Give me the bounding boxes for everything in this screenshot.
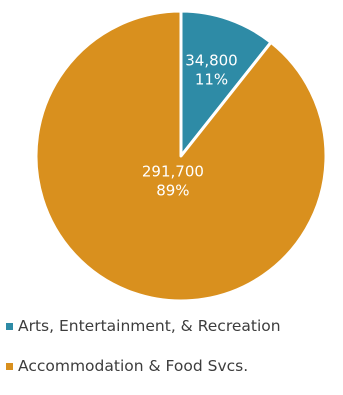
pie-slice-arts xyxy=(179,9,273,158)
slice-value-label-arts: 34,800 xyxy=(185,51,238,69)
pie-slice-accommodation xyxy=(34,9,328,300)
slice-percent-label-accommodation: 89% xyxy=(156,181,189,199)
slice-value-label-accommodation: 291,700 xyxy=(142,162,204,180)
legend-swatch-arts xyxy=(6,322,13,330)
legend-swatch-accommodation xyxy=(6,362,13,370)
legend-label-arts: Arts, Entertainment, & Recreation xyxy=(18,317,281,335)
slice-percent-label-arts: 11% xyxy=(195,70,228,88)
legend-item-arts: Arts, Entertainment, & Recreation xyxy=(6,315,343,337)
legend-item-accommodation: Accommodation & Food Svcs. xyxy=(6,355,343,377)
chart-legend: Arts, Entertainment, & Recreation Accomm… xyxy=(6,315,343,395)
legend-label-accommodation: Accommodation & Food Svcs. xyxy=(18,357,249,375)
